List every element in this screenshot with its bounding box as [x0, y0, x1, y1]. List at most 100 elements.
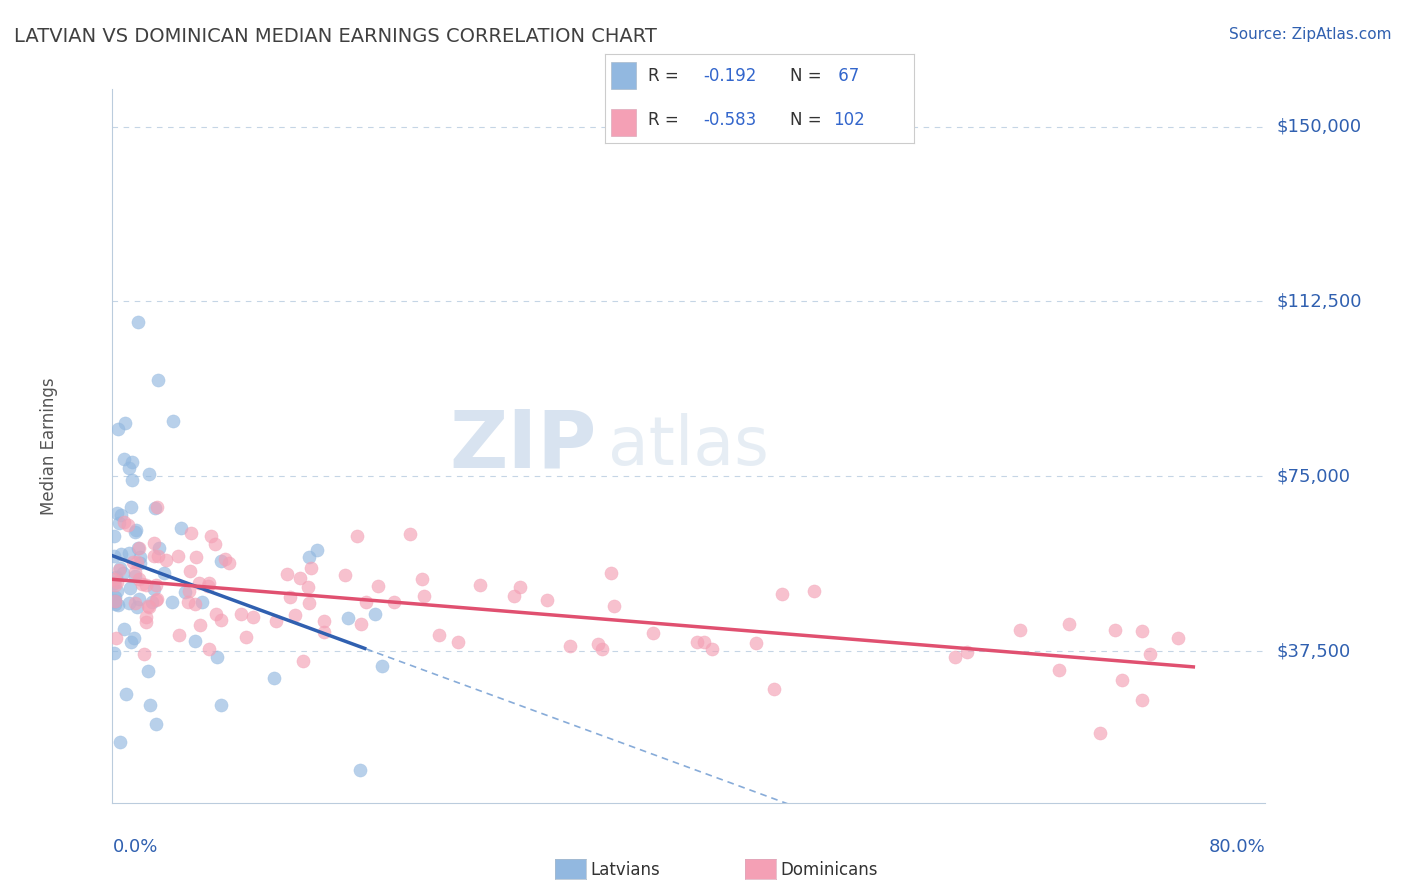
- Text: Source: ZipAtlas.com: Source: ZipAtlas.com: [1229, 27, 1392, 42]
- Point: [1047, 663, 1070, 677]
- Point: [117, 517, 139, 532]
- Point: [263, 671, 285, 685]
- Point: [280, 591, 302, 605]
- Text: 102: 102: [834, 112, 865, 129]
- Point: [205, 607, 228, 621]
- Point: [103, 646, 125, 660]
- Point: [200, 529, 222, 543]
- Point: [214, 551, 236, 566]
- Point: [145, 578, 167, 592]
- Point: [298, 550, 321, 565]
- Point: [336, 610, 359, 624]
- Point: [153, 566, 176, 581]
- Point: [770, 587, 793, 601]
- Point: [124, 565, 146, 579]
- Point: [128, 572, 150, 586]
- Point: [1111, 673, 1133, 687]
- Point: [354, 595, 377, 609]
- Text: $75,000: $75,000: [1277, 467, 1351, 485]
- Point: [312, 614, 335, 628]
- Point: [411, 572, 433, 586]
- Point: [299, 560, 322, 574]
- Point: [105, 574, 128, 589]
- Point: [204, 536, 226, 550]
- Point: [120, 581, 142, 595]
- Point: [108, 516, 131, 530]
- Point: [447, 635, 470, 649]
- Point: [1130, 693, 1153, 707]
- Point: [333, 568, 356, 582]
- Point: [288, 571, 311, 585]
- Point: [120, 500, 142, 514]
- Point: [205, 649, 228, 664]
- Point: [142, 549, 165, 564]
- Point: [108, 561, 131, 575]
- Point: [284, 608, 307, 623]
- Point: [398, 527, 420, 541]
- Point: [412, 590, 434, 604]
- Point: [184, 550, 207, 565]
- Point: [314, 625, 336, 640]
- Point: [184, 597, 207, 611]
- Point: [107, 422, 129, 436]
- Point: [135, 610, 157, 624]
- Point: [198, 576, 221, 591]
- Point: [114, 687, 136, 701]
- Point: [128, 541, 150, 556]
- Point: [105, 506, 128, 520]
- Point: [146, 591, 169, 606]
- Point: [103, 597, 125, 611]
- Point: [127, 315, 149, 329]
- Text: Dominicans: Dominicans: [780, 861, 877, 879]
- Point: [110, 508, 132, 522]
- Point: [131, 576, 153, 591]
- Text: N =: N =: [790, 67, 827, 85]
- FancyBboxPatch shape: [610, 62, 636, 89]
- Point: [104, 590, 127, 604]
- Point: [745, 636, 768, 650]
- Point: [103, 576, 125, 591]
- Point: [118, 461, 141, 475]
- Point: [231, 607, 253, 622]
- Text: atlas: atlas: [609, 413, 769, 479]
- Point: [509, 580, 531, 594]
- Text: $150,000: $150,000: [1277, 118, 1361, 136]
- Point: [177, 595, 200, 609]
- Point: [191, 595, 214, 609]
- Point: [107, 598, 129, 612]
- Point: [209, 553, 232, 567]
- Point: [298, 596, 321, 610]
- Point: [291, 654, 314, 668]
- Point: [134, 647, 156, 661]
- Point: [112, 622, 135, 636]
- Point: [218, 556, 240, 570]
- Point: [943, 650, 966, 665]
- Point: [558, 639, 581, 653]
- Point: [122, 631, 145, 645]
- Point: [177, 584, 200, 599]
- Point: [536, 592, 558, 607]
- Point: [1167, 631, 1189, 645]
- Point: [700, 641, 723, 656]
- Point: [112, 452, 135, 467]
- Point: [143, 501, 166, 516]
- Point: [143, 536, 166, 550]
- Point: [111, 566, 134, 580]
- Point: [367, 579, 389, 593]
- Point: [103, 529, 125, 543]
- Point: [103, 594, 125, 608]
- Point: [1104, 623, 1126, 637]
- Point: [470, 578, 492, 592]
- Text: 67: 67: [834, 67, 859, 85]
- Point: [124, 569, 146, 583]
- Text: $37,500: $37,500: [1277, 642, 1351, 660]
- Point: [105, 584, 128, 599]
- Point: [114, 416, 136, 430]
- Point: [427, 628, 450, 642]
- Point: [188, 618, 211, 632]
- Point: [350, 617, 373, 632]
- Point: [197, 579, 219, 593]
- Point: [169, 521, 191, 535]
- Point: [105, 631, 128, 645]
- Point: [162, 414, 184, 428]
